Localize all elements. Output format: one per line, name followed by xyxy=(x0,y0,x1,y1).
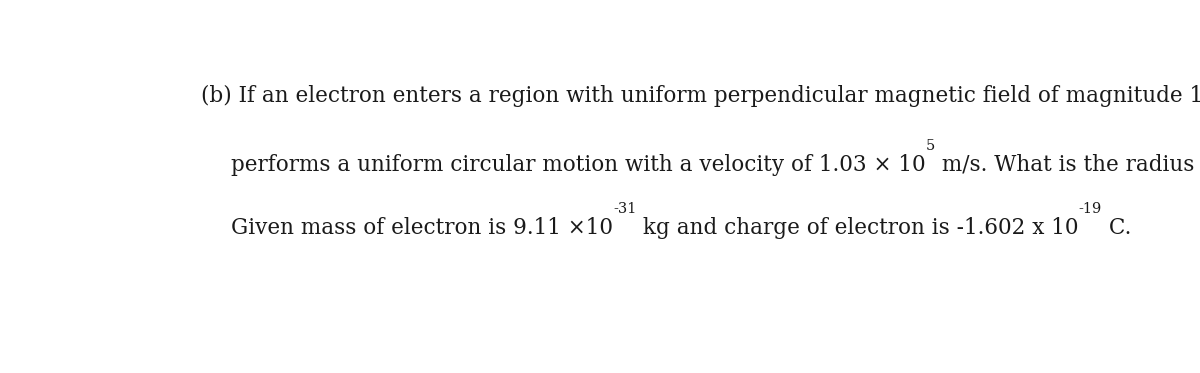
Text: C.: C. xyxy=(1102,217,1132,239)
Text: kg and charge of electron is -1.602 x 10: kg and charge of electron is -1.602 x 10 xyxy=(636,217,1079,239)
Text: -31: -31 xyxy=(613,202,636,216)
Text: performs a uniform circular motion with a velocity of 1.03 × 10: performs a uniform circular motion with … xyxy=(230,154,925,176)
Text: Given mass of electron is 9.11 ×10: Given mass of electron is 9.11 ×10 xyxy=(230,217,613,239)
Text: -19: -19 xyxy=(1079,202,1102,216)
Text: (b) If an electron enters a region with uniform perpendicular magnetic field of : (b) If an electron enters a region with … xyxy=(202,85,1200,107)
Text: m/s. What is the radius of its path?: m/s. What is the radius of its path? xyxy=(935,154,1200,176)
Text: 5: 5 xyxy=(925,139,935,153)
